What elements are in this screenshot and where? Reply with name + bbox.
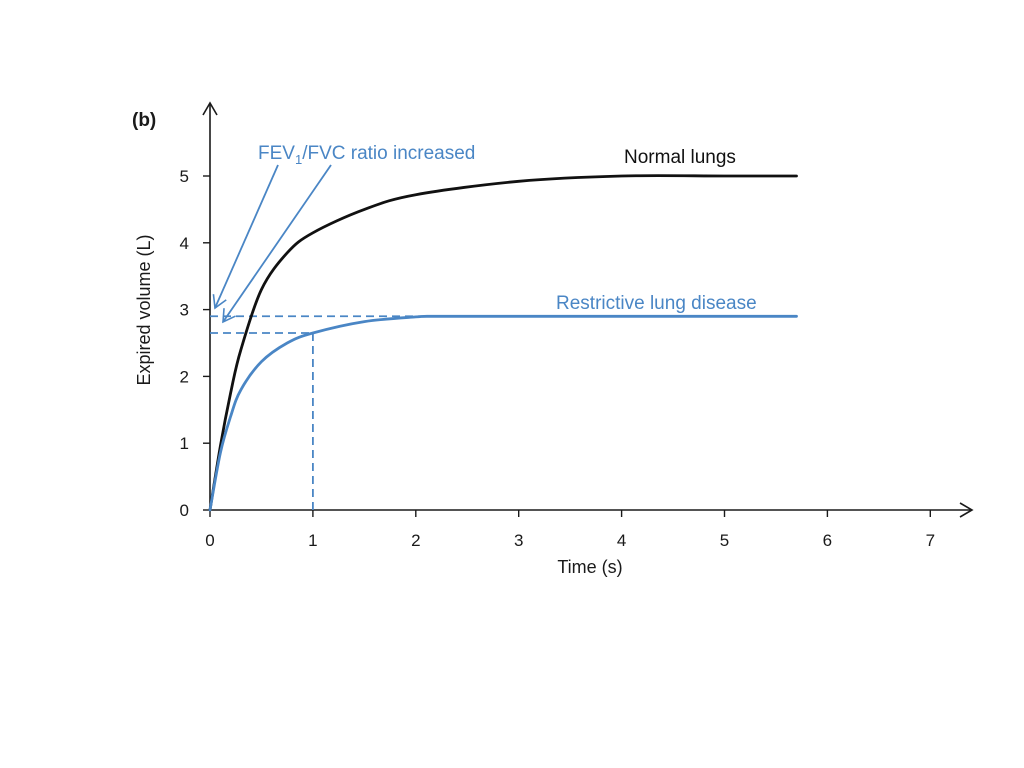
x-axis-title: Time (s): [557, 557, 622, 577]
ratio-arrow-fev1: [222, 164, 332, 324]
x-tick-label: 0: [205, 531, 214, 550]
series-label-normal: Normal lungs: [624, 147, 736, 168]
x-tick-label: 2: [411, 531, 420, 550]
y-tick-label: 5: [180, 167, 189, 186]
y-tick-label: 2: [180, 367, 189, 386]
panel-label: (b): [132, 110, 156, 131]
x-tick-label: 5: [720, 531, 729, 550]
x-tick-label: 7: [926, 531, 935, 550]
series-line-normal: [208, 174, 798, 512]
series-layer: [208, 174, 798, 512]
series-label-restrictive: Restrictive lung disease: [556, 293, 757, 314]
axes: 0 1 2 3 4 5 6 7 0 1 2 3 4 5: [180, 101, 974, 550]
fev1-guide-lines: [210, 315, 437, 510]
x-tick-label: 6: [823, 531, 832, 550]
y-tick-label: 0: [180, 501, 189, 520]
ratio-arrow-fvc: [212, 164, 279, 310]
y-tick-label: 1: [180, 434, 189, 453]
x-tick-label: 3: [514, 531, 523, 550]
x-tick-label: 4: [617, 531, 626, 550]
ratio-annotation-main: FEV: [258, 143, 295, 164]
ratio-annotation-rest: /FVC ratio increased: [302, 143, 475, 164]
x-tick-label: 1: [308, 531, 317, 550]
y-axis-title: Expired volume (L): [134, 234, 154, 385]
ratio-annotation: FEV1/FVC ratio increased: [258, 143, 475, 167]
y-tick-label: 4: [180, 234, 189, 253]
ratio-annotation-subscript: 1: [295, 152, 302, 167]
series-line-restrictive: [208, 314, 798, 512]
y-tick-label: 3: [180, 301, 189, 320]
